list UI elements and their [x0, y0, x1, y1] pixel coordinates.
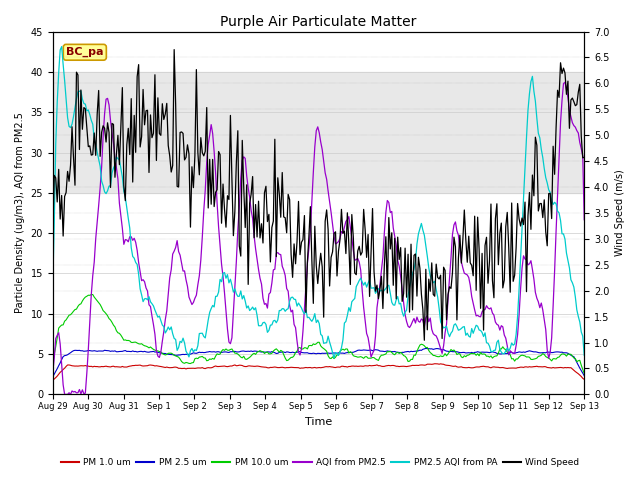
Y-axis label: Particle Density (ug/m3), AQI from PM2.5: Particle Density (ug/m3), AQI from PM2.5 [15, 112, 25, 313]
Title: Purple Air Particulate Matter: Purple Air Particulate Matter [220, 15, 417, 29]
Bar [52, 72, 584, 193]
Y-axis label: Wind Speed (m/s): Wind Speed (m/s) [615, 169, 625, 256]
X-axis label: Time: Time [305, 417, 332, 427]
Text: BC_pa: BC_pa [66, 47, 104, 58]
Legend: PM 1.0 um, PM 2.5 um, PM 10.0 um, AQI from PM2.5, PM2.5 AQI from PA, Wind Speed: PM 1.0 um, PM 2.5 um, PM 10.0 um, AQI fr… [57, 455, 583, 471]
